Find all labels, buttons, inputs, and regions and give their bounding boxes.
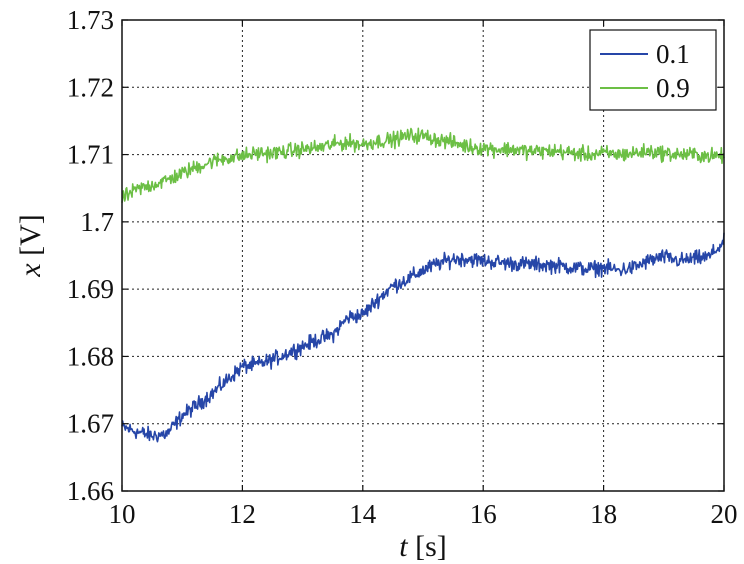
- axis-ticks: 10 12 14 16 18 20 1.66 1.67 1.68 1.69 1.7 1.71 1.72 1…: [67, 5, 738, 529]
- y-tick-label-3: 1.69: [67, 274, 114, 304]
- legend-label-series-0: 0.1: [656, 39, 690, 69]
- y-axis-unit: [V]: [14, 214, 47, 263]
- y-tick-label-4: 1.7: [80, 207, 114, 237]
- series-line-0: [121, 232, 725, 443]
- data-series: [121, 127, 725, 443]
- x-tick-label-2: 14: [349, 499, 377, 529]
- x-axis-unit: [s]: [408, 530, 447, 563]
- x-tick-label-5: 20: [711, 499, 738, 529]
- x-tick-label-1: 12: [229, 499, 256, 529]
- x-axis-label: t [s]: [399, 530, 447, 563]
- series-line-1: [121, 127, 725, 203]
- y-tick-label-1: 1.67: [67, 409, 114, 439]
- y-axis-label: x [V]: [14, 214, 47, 277]
- legend-box: [589, 29, 717, 111]
- x-tick-label-0: 10: [109, 499, 136, 529]
- x-tick-label-4: 18: [590, 499, 617, 529]
- y-tick-label-6: 1.72: [67, 72, 114, 102]
- legend-label-series-1: 0.9: [656, 73, 690, 103]
- y-axis-variable: x: [14, 263, 47, 278]
- y-tick-label-5: 1.71: [67, 140, 114, 170]
- y-tick-label-7: 1.73: [67, 5, 114, 35]
- x-tick-label-3: 16: [470, 499, 497, 529]
- y-tick-label-0: 1.66: [67, 476, 114, 506]
- y-tick-label-2: 1.68: [67, 341, 114, 371]
- plot-frame: [121, 19, 725, 492]
- legend: 0.1 0.9: [589, 29, 717, 111]
- x-axis-variable: t: [399, 530, 408, 563]
